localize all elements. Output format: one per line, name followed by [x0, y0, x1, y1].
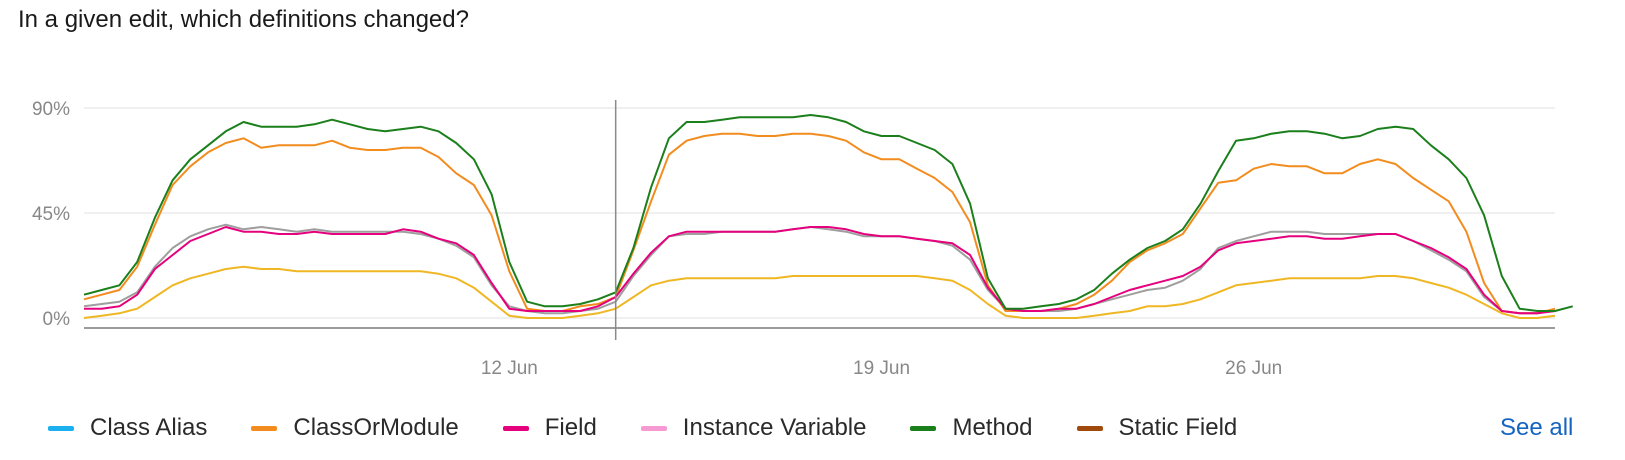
- legend-item-method[interactable]: Method: [910, 414, 1033, 442]
- y-tick-label: 45%: [32, 204, 70, 225]
- series-line-classormodule: [83, 132, 1556, 315]
- series-line-unlabeled-7: [83, 265, 1556, 319]
- legend: Class Alias ClassOrModule Field Instance Va…: [48, 408, 1468, 448]
- y-tick-label: 90%: [32, 99, 70, 120]
- legend-swatch: [1076, 425, 1103, 431]
- legend-swatch: [502, 425, 529, 431]
- x-tick-label: 19 Jun: [853, 358, 910, 379]
- legend-label: Static Field: [1118, 414, 1238, 441]
- series-lines: [83, 114, 1573, 319]
- legend-item-class-alias[interactable]: Class Alias: [48, 414, 207, 442]
- x-axis: 12 Jun 19 Jun 26 Jun: [84, 327, 1555, 379]
- legend-swatch: [910, 425, 937, 431]
- series-line-unlabeled-6: [83, 223, 1556, 315]
- legend-item-instance-variable[interactable]: Instance Variable: [640, 414, 867, 442]
- legend-swatch: [48, 425, 74, 431]
- line-chart: 0% 45% 90% 12 Jun 19 Jun 26 Jun: [32, 99, 1573, 379]
- y-tick-label: 0%: [43, 309, 71, 330]
- x-tick-label: 26 Jun: [1225, 358, 1282, 379]
- see-all-link[interactable]: See all: [1500, 414, 1574, 441]
- x-tick-label: 12 Jun: [481, 358, 538, 379]
- legend-swatch: [640, 425, 667, 431]
- legend-swatch: [251, 425, 278, 431]
- legend-label: ClassOrModule: [293, 414, 459, 441]
- legend-label: Class Alias: [90, 414, 208, 441]
- series-line-method: [83, 114, 1573, 312]
- legend-label: Instance Variable: [682, 414, 867, 441]
- legend-item-field[interactable]: Field: [502, 414, 597, 442]
- legend-label: Method: [952, 414, 1033, 441]
- series-line-field: [84, 226, 1556, 315]
- grid-lines: [84, 107, 1555, 319]
- y-axis-ticks: 0% 45% 90%: [32, 99, 70, 330]
- chart-title: In a given edit, which definitions chang…: [18, 6, 469, 33]
- legend-item-classormodule[interactable]: ClassOrModule: [251, 414, 459, 442]
- legend-label: Field: [544, 414, 597, 441]
- legend-item-static-field[interactable]: Static Field: [1076, 414, 1238, 442]
- legend-fade: [1358, 408, 1468, 448]
